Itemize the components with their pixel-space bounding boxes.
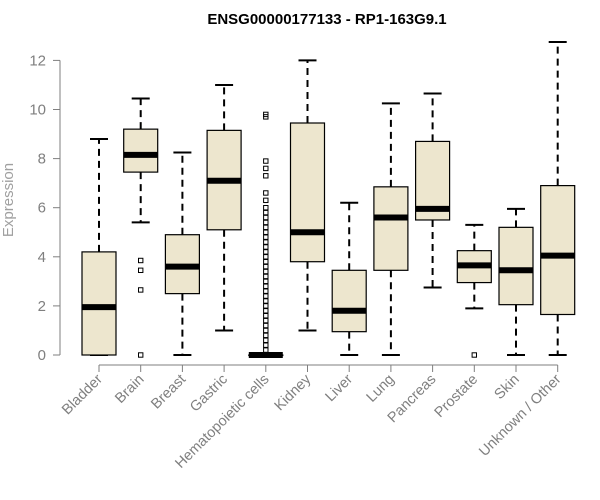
iqr-box — [540, 185, 576, 316]
x-tick-label: Kidney — [272, 371, 315, 414]
outlier-point — [138, 257, 144, 264]
iqr-box — [81, 251, 117, 356]
outlier-point — [138, 352, 144, 358]
outlier-point — [138, 287, 144, 293]
outlier-point — [263, 244, 269, 250]
outlier-point — [263, 165, 269, 172]
box-liver — [331, 201, 367, 356]
box-kidney — [289, 59, 326, 332]
box-lung — [373, 102, 409, 356]
box-gastric — [206, 83, 242, 332]
box-bladder — [81, 137, 117, 356]
iqr-box — [123, 128, 159, 173]
outlier-point — [263, 293, 269, 299]
outlier-point — [263, 317, 269, 324]
outlier-point — [263, 229, 269, 235]
outlier-point — [263, 205, 269, 211]
x-tick-label: Brain — [112, 372, 147, 407]
outlier-point — [263, 283, 269, 289]
outlier-point — [263, 209, 269, 216]
y-axis-label: Expression — [0, 163, 17, 237]
outlier-point — [263, 273, 269, 280]
iqr-box — [373, 186, 409, 271]
outlier-point — [263, 158, 269, 164]
x-tick-label: Liver — [322, 371, 356, 405]
boxes-group — [81, 40, 576, 358]
y-tick-label: 8 — [38, 151, 46, 168]
iqr-box — [498, 226, 534, 306]
outlier-point — [471, 352, 478, 358]
outlier-point — [263, 298, 269, 304]
iqr-box — [289, 122, 326, 263]
outlier-point — [263, 114, 269, 120]
box-brain — [123, 97, 159, 358]
box-unknown-other — [540, 40, 576, 356]
y-tick-label: 6 — [38, 200, 46, 217]
box-skin — [498, 207, 534, 356]
outlier-point — [263, 259, 269, 265]
outlier-point — [263, 224, 269, 231]
box-pancreas — [415, 92, 451, 289]
box-hematopoietic-cells — [248, 111, 284, 358]
y-tick-label: 2 — [38, 298, 46, 315]
outlier-point — [263, 303, 269, 309]
x-tick-label: Skin — [492, 372, 523, 403]
outlier-point — [263, 288, 269, 294]
outlier-point — [263, 347, 269, 353]
outlier-point — [263, 278, 269, 285]
outlier-point — [263, 249, 269, 255]
outlier-point — [263, 219, 269, 226]
outlier-point — [263, 239, 269, 245]
y-tick-label: 12 — [29, 52, 46, 69]
iqr-box — [331, 269, 367, 333]
y-tick-label: 0 — [38, 347, 46, 364]
x-tick-label: Breast — [148, 372, 189, 413]
outlier-point — [263, 327, 269, 334]
outlier-point — [263, 254, 269, 260]
x-tick-label: Prostate — [432, 372, 481, 421]
box-breast — [164, 151, 200, 356]
outlier-point — [263, 263, 269, 270]
outlier-point — [263, 197, 269, 204]
y-tick-label: 10 — [29, 102, 46, 119]
outlier-point — [263, 268, 269, 275]
outlier-point — [263, 322, 269, 329]
x-tick-label: Lung — [364, 372, 398, 406]
x-tick-label: Bladder — [59, 371, 106, 418]
outlier-point — [263, 313, 269, 319]
y-tick-label: 4 — [38, 249, 46, 266]
y-axis: 0 2 4 6 8 10 12 — [29, 52, 61, 364]
box-prostate — [456, 223, 492, 358]
outlier-point — [263, 342, 269, 348]
outlier-point — [138, 267, 144, 274]
outlier-point — [263, 234, 269, 240]
outlier-point — [263, 214, 269, 221]
outlier-point — [263, 332, 269, 339]
outlier-point — [263, 337, 269, 343]
outlier-point — [263, 308, 269, 314]
outlier-point — [263, 173, 269, 179]
chart-title: ENSG00000177133 - RP1-163G9.1 — [207, 11, 446, 28]
outlier-point — [263, 190, 269, 196]
